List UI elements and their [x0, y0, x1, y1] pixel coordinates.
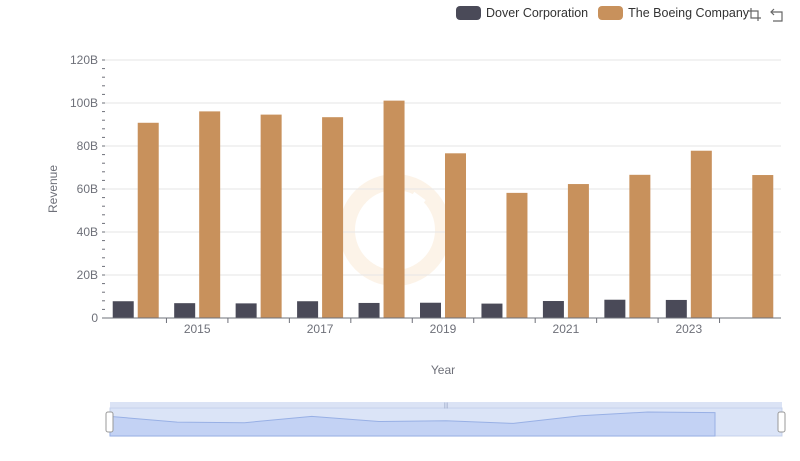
x-tick-label: 2023: [675, 322, 702, 336]
y-tick-label: 80B: [77, 139, 98, 153]
legend-label-dover: Dover Corporation: [486, 6, 589, 20]
zoom-reset-icon[interactable]: [768, 6, 786, 24]
bar-dover-2020[interactable]: [481, 303, 503, 318]
bar-dover-2023[interactable]: [665, 299, 687, 318]
y-tick-label: 40B: [77, 225, 98, 239]
bar-boeing-2014[interactable]: [137, 122, 159, 318]
bar-boeing-2017[interactable]: [322, 117, 344, 318]
bar-boeing-2020[interactable]: [506, 192, 528, 318]
legend-swatch-dover: [456, 6, 481, 20]
bar-boeing-2022[interactable]: [629, 174, 651, 318]
x-tick-label: 2019: [430, 322, 457, 336]
bar-dover-2021[interactable]: [542, 301, 564, 318]
x-tick-label: 2021: [553, 322, 580, 336]
bars: [112, 100, 774, 318]
bar-dover-2018[interactable]: [358, 302, 380, 318]
legend: Dover Corporation The Boeing Company: [456, 4, 759, 22]
x-axis: 2015 2017 2019 2021 2023: [105, 317, 781, 336]
y-tick-label: 20B: [77, 268, 98, 282]
data-zoom-grip-icon[interactable]: |||: [444, 403, 449, 409]
bar-boeing-2021[interactable]: [567, 184, 589, 318]
bar-boeing-2016[interactable]: [260, 114, 282, 318]
data-zoom-top-bar[interactable]: [110, 402, 782, 408]
bar-dover-2015[interactable]: [174, 303, 196, 318]
bar-dover-2019[interactable]: [420, 302, 441, 318]
legend-item-boeing[interactable]: The Boeing Company: [598, 6, 749, 20]
bar-boeing-2018[interactable]: [383, 100, 405, 318]
data-zoom-selection[interactable]: [110, 408, 782, 436]
bar-dover-2014[interactable]: [112, 301, 134, 318]
y-tick-label: 100B: [70, 96, 98, 110]
toolbox: [746, 6, 790, 24]
bar-boeing-2023[interactable]: [690, 150, 712, 318]
x-tick-label: 2017: [307, 322, 334, 336]
bar-dover-2022[interactable]: [604, 299, 626, 318]
bar-dover-2017[interactable]: [297, 301, 319, 318]
x-tick-label: 2015: [184, 322, 211, 336]
data-zoom-handle-right[interactable]: [777, 411, 786, 433]
zoom-select-icon[interactable]: [746, 6, 764, 24]
y-axis-ticks: 0 20B 40B 60B 80B 100B 120B: [70, 53, 105, 325]
bar-boeing-2024[interactable]: [752, 175, 774, 318]
data-zoom-slider[interactable]: |||: [105, 402, 786, 437]
y-tick-label: 0: [91, 311, 98, 325]
y-tick-label: 120B: [70, 53, 98, 67]
bar-boeing-2015[interactable]: [199, 111, 221, 318]
legend-item-dover[interactable]: Dover Corporation: [456, 6, 588, 20]
data-zoom-handle-left[interactable]: [105, 411, 114, 433]
legend-swatch-boeing: [598, 6, 624, 20]
x-axis-title: Year: [431, 363, 455, 377]
y-tick-label: 60B: [77, 182, 98, 196]
bar-dover-2016[interactable]: [235, 303, 257, 318]
data-zoom-preview-area: [109, 411, 716, 437]
y-axis-title: Revenue: [46, 165, 60, 213]
bar-boeing-2019[interactable]: [445, 153, 466, 318]
legend-label-boeing: The Boeing Company: [628, 6, 750, 20]
